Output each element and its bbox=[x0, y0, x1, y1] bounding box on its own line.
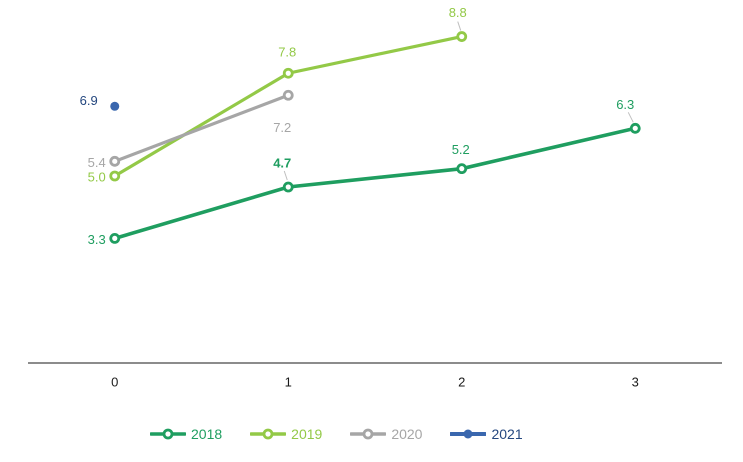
series-line-2018 bbox=[112, 126, 638, 241]
data-point-2018 bbox=[456, 163, 468, 175]
legend-item-2020: 2020 bbox=[350, 427, 422, 441]
label-leader-line bbox=[283, 170, 288, 181]
x-axis-tick-label: 1 bbox=[285, 375, 292, 390]
series-line-2020 bbox=[113, 93, 290, 163]
legend-marker-2020-icon bbox=[350, 428, 387, 440]
data-point-2019 bbox=[282, 67, 294, 79]
label-leader-line bbox=[457, 21, 462, 31]
legend-marker-2018-icon bbox=[150, 428, 186, 440]
label-leader-line bbox=[627, 112, 634, 123]
legend-marker-2021-icon bbox=[450, 429, 487, 439]
data-point-2018 bbox=[629, 122, 641, 134]
data-label: 7.8 bbox=[278, 45, 296, 60]
data-label: 7.2 bbox=[273, 120, 291, 135]
data-point-2019 bbox=[109, 170, 121, 182]
data-point-2018 bbox=[109, 232, 121, 244]
data-label: 3.3 bbox=[88, 232, 106, 247]
data-label: 8.8 bbox=[449, 5, 467, 20]
legend-label: 2019 bbox=[291, 426, 323, 442]
data-point-2018 bbox=[282, 181, 294, 193]
data-point-2020 bbox=[282, 89, 294, 101]
x-axis-tick-label: 0 bbox=[111, 375, 118, 390]
legend-label: 2020 bbox=[391, 426, 423, 442]
data-label: 6.3 bbox=[616, 97, 634, 112]
legend-item-2018: 2018 bbox=[150, 427, 222, 441]
x-axis-tick-label: 3 bbox=[632, 375, 639, 390]
data-point-2021 bbox=[110, 101, 120, 111]
data-label: 5.0 bbox=[88, 170, 106, 185]
x-axis-tick-label: 2 bbox=[458, 375, 465, 390]
data-label: 5.4 bbox=[88, 155, 106, 170]
data-label: 6.9 bbox=[80, 93, 98, 108]
legend-label: 2018 bbox=[191, 426, 223, 442]
data-label: 5.2 bbox=[452, 142, 470, 157]
legend-item-2019: 2019 bbox=[250, 427, 322, 441]
legend-item-2021: 2021 bbox=[450, 426, 523, 442]
chart-legend: 2018 2019 2020 2021 bbox=[150, 424, 523, 444]
legend-label: 2021 bbox=[491, 426, 523, 442]
data-point-2020 bbox=[109, 155, 121, 167]
data-point-2019 bbox=[456, 31, 468, 42]
data-label: 4.7 bbox=[273, 156, 291, 171]
legend-marker-2019-icon bbox=[250, 428, 287, 440]
